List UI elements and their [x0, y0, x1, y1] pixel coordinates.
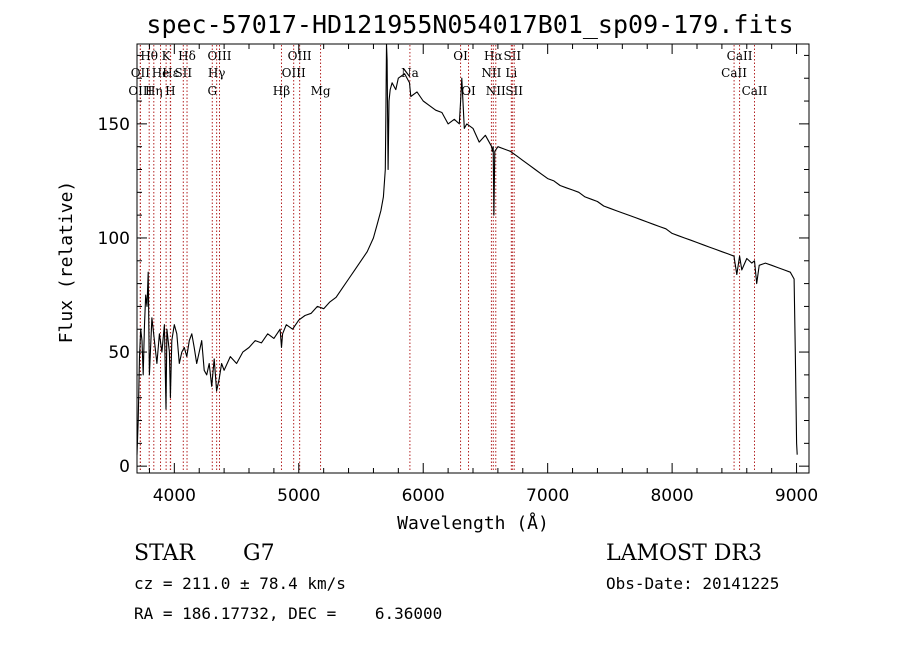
line-label: SII: [503, 49, 521, 63]
line-label: OI: [453, 49, 468, 63]
chart-title: spec-57017-HD121955N054017B01_sp09-179.f…: [146, 10, 793, 39]
x-tick-label: 6000: [402, 486, 445, 506]
line-label: OIII: [207, 49, 231, 63]
line-label: Hη: [145, 84, 163, 98]
line-label: K: [162, 49, 172, 63]
line-label: SII: [174, 66, 192, 80]
y-tick-label: 150: [98, 115, 130, 135]
line-label: Hγ: [208, 66, 226, 80]
survey-name: LAMOST DR3: [606, 541, 762, 566]
redshift-text: cz = 211.0 ± 78.4 km/s: [134, 574, 346, 593]
x-axis-ticks: 4000 5000 6000 7000 8000 9000: [148, 44, 818, 506]
line-label: Hδ: [178, 49, 196, 63]
y-tick-label: 0: [119, 457, 130, 477]
line-label: Na: [401, 66, 419, 80]
line-label: Hα: [484, 49, 503, 63]
line-label: He: [152, 66, 170, 80]
x-axis-label: Wavelength (Å): [397, 512, 549, 534]
y-tick-label: 50: [108, 343, 130, 363]
y-tick-label: 100: [98, 229, 130, 249]
line-label: CaII: [721, 66, 747, 80]
coordinates-text: RA = 186.17732, DEC = 6.36000: [134, 604, 442, 623]
line-label: OIII: [128, 84, 152, 98]
x-tick-label: 5000: [277, 486, 320, 506]
x-tick-label: 8000: [650, 486, 693, 506]
plot-frame: [136, 43, 810, 474]
line-label: CaII: [742, 84, 768, 98]
x-tick-label: 4000: [153, 486, 196, 506]
y-axis-label: Flux (relative): [56, 181, 77, 344]
line-label: Li: [505, 66, 517, 80]
line-label: OIII: [282, 66, 306, 80]
line-label: OI: [461, 84, 476, 98]
object-type: STAR: [134, 541, 196, 566]
x-tick-label: 9000: [775, 486, 818, 506]
line-label: CaII: [727, 49, 753, 63]
obs-date-text: Obs-Date: 20141225: [606, 574, 779, 593]
line-label: OIII: [288, 49, 312, 63]
line-label: Hθ: [140, 49, 158, 63]
line-label: G: [207, 84, 217, 98]
spectral-subclass: G7: [243, 541, 275, 566]
x-tick-label: 7000: [526, 486, 569, 506]
line-label: NII: [481, 66, 501, 80]
spectrum-line: [136, 43, 798, 455]
y-axis-ticks: 0 50 100 150: [98, 54, 809, 477]
line-label: SII: [505, 84, 523, 98]
line-label: H: [165, 84, 175, 98]
line-label: Mg: [311, 84, 331, 98]
line-label: NII: [486, 84, 506, 98]
spectrum-layer: [136, 43, 798, 455]
line-label: Hβ: [273, 84, 290, 98]
